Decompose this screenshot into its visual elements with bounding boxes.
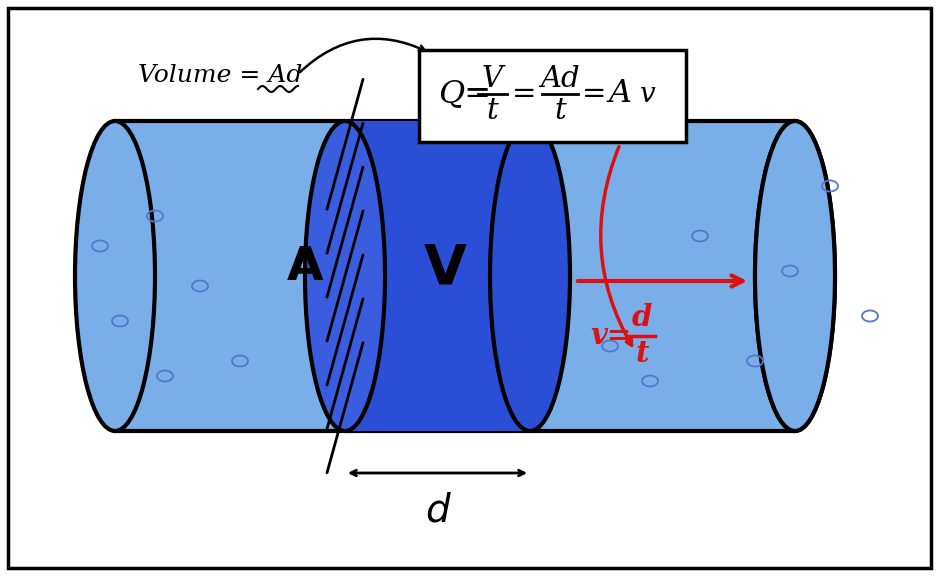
Text: t: t	[486, 97, 498, 125]
Text: A: A	[286, 245, 323, 290]
Text: Ad: Ad	[540, 65, 579, 93]
Text: Volume = Ad: Volume = Ad	[138, 65, 302, 88]
Text: d: d	[632, 304, 653, 332]
Ellipse shape	[75, 121, 155, 431]
Text: V: V	[482, 65, 502, 93]
Text: d: d	[425, 491, 450, 529]
Text: V: V	[423, 241, 467, 295]
FancyBboxPatch shape	[419, 50, 686, 142]
Ellipse shape	[755, 121, 835, 431]
Text: v: v	[640, 81, 655, 108]
Text: A: A	[608, 78, 632, 109]
Text: t: t	[554, 97, 566, 125]
Ellipse shape	[490, 121, 570, 431]
Text: =: =	[512, 80, 536, 108]
Text: =: =	[582, 80, 607, 108]
Ellipse shape	[755, 121, 835, 431]
Text: t: t	[636, 339, 649, 369]
Text: Q=: Q=	[438, 78, 491, 109]
Bar	[115, 121, 795, 431]
Ellipse shape	[305, 121, 385, 431]
Text: v=: v=	[590, 321, 631, 351]
Bar	[345, 121, 530, 431]
